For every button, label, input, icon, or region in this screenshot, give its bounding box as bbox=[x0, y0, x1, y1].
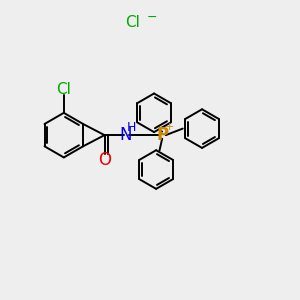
Text: O: O bbox=[98, 151, 111, 169]
Text: Cl: Cl bbox=[125, 15, 140, 30]
Text: N: N bbox=[120, 125, 132, 143]
Text: −: − bbox=[146, 11, 157, 24]
Text: +: + bbox=[165, 122, 174, 132]
Text: Cl: Cl bbox=[56, 82, 71, 97]
Text: H: H bbox=[127, 121, 136, 134]
Text: P: P bbox=[156, 126, 168, 144]
